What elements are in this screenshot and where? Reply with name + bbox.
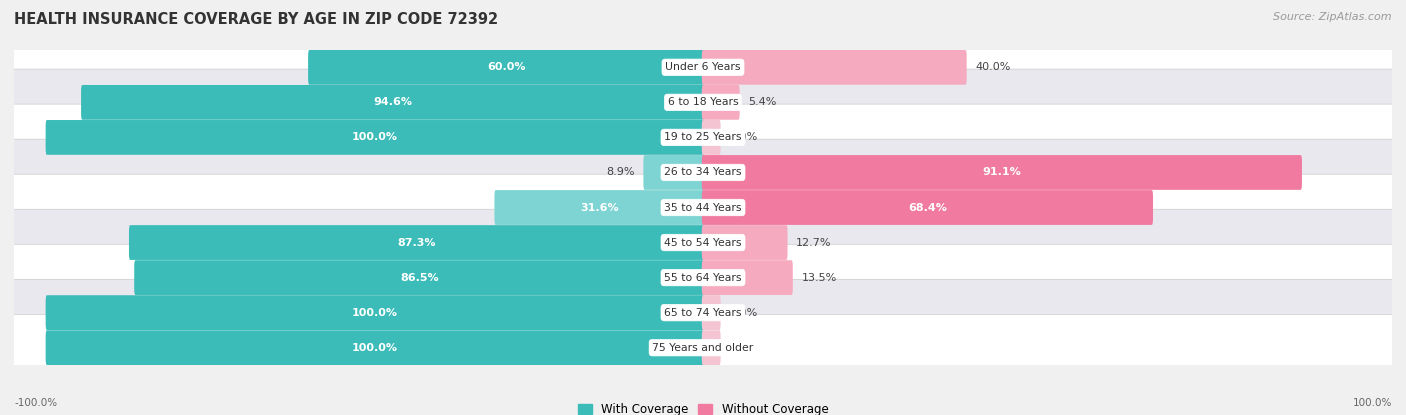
Text: 45 to 54 Years: 45 to 54 Years [664,237,742,247]
FancyBboxPatch shape [702,330,721,365]
FancyBboxPatch shape [702,295,721,330]
Text: 0.0%: 0.0% [730,343,758,353]
FancyBboxPatch shape [702,155,1302,190]
FancyBboxPatch shape [702,120,721,155]
Text: 100.0%: 100.0% [352,308,398,317]
FancyBboxPatch shape [702,50,967,85]
Legend: With Coverage, Without Coverage: With Coverage, Without Coverage [578,403,828,415]
FancyBboxPatch shape [45,330,704,365]
Text: 87.3%: 87.3% [398,237,436,247]
Text: 12.7%: 12.7% [796,237,832,247]
Text: 13.5%: 13.5% [801,273,837,283]
FancyBboxPatch shape [11,104,1395,171]
Text: -100.0%: -100.0% [14,398,58,408]
Text: 19 to 25 Years: 19 to 25 Years [664,132,742,142]
FancyBboxPatch shape [82,85,704,120]
FancyBboxPatch shape [702,225,787,260]
FancyBboxPatch shape [11,69,1395,136]
Text: 75 Years and older: 75 Years and older [652,343,754,353]
Text: Source: ZipAtlas.com: Source: ZipAtlas.com [1274,12,1392,22]
FancyBboxPatch shape [11,244,1395,311]
Text: 6 to 18 Years: 6 to 18 Years [668,98,738,107]
FancyBboxPatch shape [129,225,704,260]
Text: 100.0%: 100.0% [352,343,398,353]
FancyBboxPatch shape [702,85,740,120]
FancyBboxPatch shape [11,315,1395,381]
Text: 100.0%: 100.0% [352,132,398,142]
FancyBboxPatch shape [308,50,704,85]
Text: 26 to 34 Years: 26 to 34 Years [664,168,742,178]
FancyBboxPatch shape [134,260,704,295]
FancyBboxPatch shape [702,190,1153,225]
Text: 94.6%: 94.6% [373,98,412,107]
Text: 35 to 44 Years: 35 to 44 Years [664,203,742,212]
Text: 65 to 74 Years: 65 to 74 Years [664,308,742,317]
Text: 68.4%: 68.4% [908,203,946,212]
Text: 60.0%: 60.0% [486,62,526,72]
Text: 55 to 64 Years: 55 to 64 Years [664,273,742,283]
Text: 86.5%: 86.5% [399,273,439,283]
Text: HEALTH INSURANCE COVERAGE BY AGE IN ZIP CODE 72392: HEALTH INSURANCE COVERAGE BY AGE IN ZIP … [14,12,498,27]
FancyBboxPatch shape [495,190,704,225]
FancyBboxPatch shape [45,295,704,330]
FancyBboxPatch shape [702,260,793,295]
FancyBboxPatch shape [11,279,1395,346]
Text: Under 6 Years: Under 6 Years [665,62,741,72]
Text: 0.0%: 0.0% [730,132,758,142]
FancyBboxPatch shape [11,174,1395,241]
FancyBboxPatch shape [644,155,704,190]
Text: 100.0%: 100.0% [1353,398,1392,408]
Text: 40.0%: 40.0% [976,62,1011,72]
Text: 8.9%: 8.9% [606,168,634,178]
Text: 31.6%: 31.6% [581,203,619,212]
FancyBboxPatch shape [11,34,1395,100]
FancyBboxPatch shape [11,209,1395,276]
FancyBboxPatch shape [45,120,704,155]
Text: 0.0%: 0.0% [730,308,758,317]
FancyBboxPatch shape [11,139,1395,206]
Text: 5.4%: 5.4% [748,98,776,107]
Text: 91.1%: 91.1% [983,168,1021,178]
